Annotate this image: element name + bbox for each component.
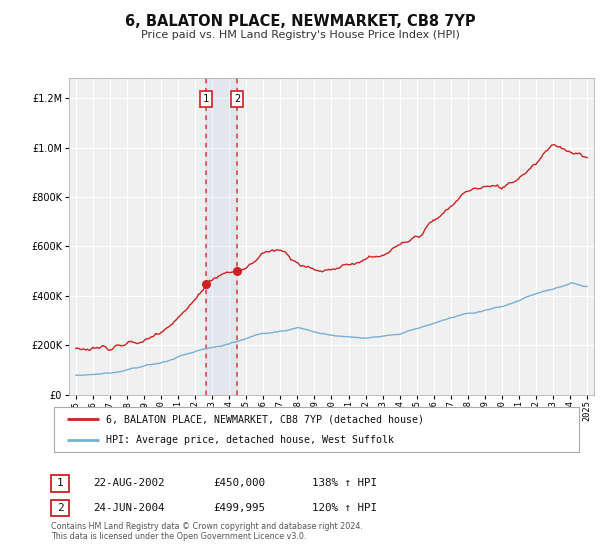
Bar <box>206 78 237 395</box>
Text: 6, BALATON PLACE, NEWMARKET, CB8 7YP (detached house): 6, BALATON PLACE, NEWMARKET, CB8 7YP (de… <box>107 414 425 424</box>
Text: Price paid vs. HM Land Registry's House Price Index (HPI): Price paid vs. HM Land Registry's House … <box>140 30 460 40</box>
Text: 1: 1 <box>56 478 64 488</box>
Text: HPI: Average price, detached house, West Suffolk: HPI: Average price, detached house, West… <box>107 435 395 445</box>
Text: 6, BALATON PLACE, NEWMARKET, CB8 7YP: 6, BALATON PLACE, NEWMARKET, CB8 7YP <box>125 14 475 29</box>
Text: 24-JUN-2004: 24-JUN-2004 <box>93 503 164 513</box>
Text: 120% ↑ HPI: 120% ↑ HPI <box>312 503 377 513</box>
Text: £450,000: £450,000 <box>213 478 265 488</box>
Text: £499,995: £499,995 <box>213 503 265 513</box>
Text: Contains HM Land Registry data © Crown copyright and database right 2024.: Contains HM Land Registry data © Crown c… <box>51 522 363 531</box>
Text: 22-AUG-2002: 22-AUG-2002 <box>93 478 164 488</box>
Text: 1: 1 <box>203 94 209 104</box>
Text: 138% ↑ HPI: 138% ↑ HPI <box>312 478 377 488</box>
Text: 2: 2 <box>234 94 241 104</box>
Text: This data is licensed under the Open Government Licence v3.0.: This data is licensed under the Open Gov… <box>51 532 307 541</box>
Text: 2: 2 <box>56 503 64 513</box>
